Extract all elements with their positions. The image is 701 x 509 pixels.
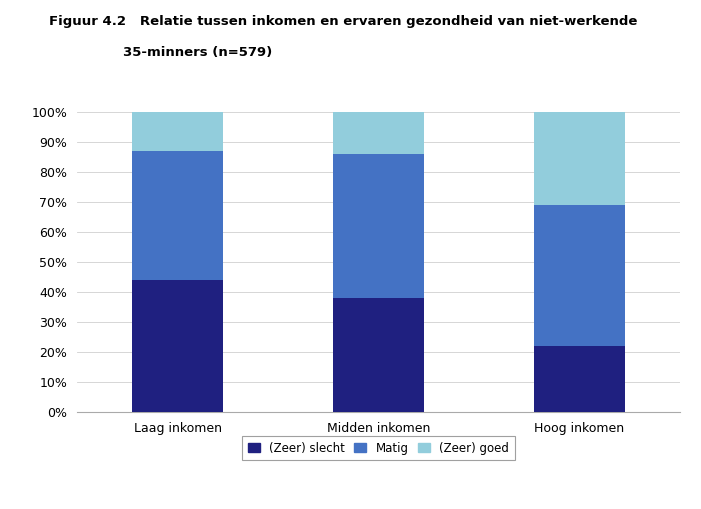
Bar [534, 112, 625, 205]
Bar [132, 112, 223, 151]
Bar [132, 151, 223, 280]
Bar [334, 298, 423, 412]
Bar [534, 205, 625, 346]
Bar [334, 112, 423, 154]
Legend: (Zeer) slecht, Matig, (Zeer) goed: (Zeer) slecht, Matig, (Zeer) goed [242, 436, 515, 461]
Bar [334, 154, 423, 298]
Text: Figuur 4.2   Relatie tussen inkomen en ervaren gezondheid van niet-werkende: Figuur 4.2 Relatie tussen inkomen en erv… [49, 15, 637, 29]
Bar [132, 280, 223, 412]
Text: 35-minners (n=579): 35-minners (n=579) [49, 46, 272, 59]
Bar [534, 346, 625, 412]
